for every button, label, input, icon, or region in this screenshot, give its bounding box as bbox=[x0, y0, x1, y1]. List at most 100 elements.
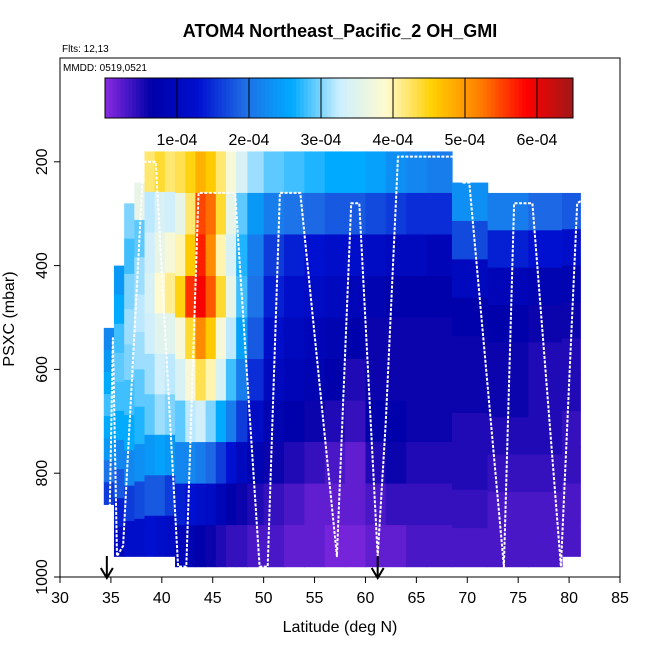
heatmap-cell bbox=[154, 434, 166, 476]
colorbar-segment bbox=[307, 78, 313, 118]
colorbar-segment bbox=[467, 78, 473, 118]
heatmap-cell bbox=[324, 400, 346, 443]
heatmap-cell bbox=[134, 332, 146, 370]
colorbar-tick-label: 1e-04 bbox=[157, 132, 198, 149]
colorbar-segment bbox=[241, 78, 246, 118]
heatmap-cell bbox=[324, 192, 346, 236]
heatmap-cell bbox=[406, 483, 428, 526]
heatmap-cell bbox=[426, 525, 453, 568]
heatmap-cell bbox=[452, 413, 489, 453]
colorbar-segment bbox=[124, 78, 129, 118]
colorbar-segment bbox=[545, 78, 551, 118]
heatmap-cell bbox=[284, 483, 305, 526]
heatmap-cell bbox=[134, 219, 146, 258]
heatmap-cell bbox=[195, 275, 207, 319]
colorbar-segment bbox=[179, 78, 184, 118]
colorbar-segment bbox=[190, 78, 196, 118]
heatmap-cell bbox=[134, 182, 146, 221]
colorbar-segment bbox=[284, 78, 289, 118]
colorbar-segment bbox=[339, 78, 344, 118]
heatmap-cell bbox=[113, 527, 125, 557]
colorbar-segment bbox=[350, 78, 356, 118]
colorbar-frame bbox=[104, 77, 574, 119]
heatmap-cell bbox=[215, 151, 227, 194]
colorbar-segment bbox=[218, 78, 223, 118]
heatmap-cell bbox=[263, 442, 285, 485]
heatmap-cell bbox=[426, 151, 453, 194]
heatmap-cell bbox=[103, 460, 115, 483]
heatmap-cell bbox=[528, 267, 563, 306]
heatmap-cell bbox=[124, 309, 135, 346]
heatmap-cell bbox=[304, 275, 326, 319]
heatmap-cell bbox=[452, 259, 489, 299]
heatmap-cell bbox=[561, 192, 581, 230]
heatmap-cell bbox=[324, 275, 346, 319]
colorbar-segment bbox=[483, 78, 488, 118]
heatmap-cell bbox=[175, 442, 186, 485]
x-axis-label: Latitude (deg N) bbox=[283, 619, 398, 636]
heatmap-cell bbox=[365, 359, 387, 402]
heatmap-cell bbox=[175, 525, 186, 568]
colorbar-segment bbox=[417, 78, 422, 118]
colorbar-segment bbox=[331, 78, 336, 118]
x-tick-label: 35 bbox=[102, 590, 120, 607]
heatmap-cell bbox=[247, 359, 265, 402]
colorbar-segment bbox=[198, 78, 203, 118]
colorbar-segment bbox=[105, 78, 110, 118]
heatmap-cell bbox=[284, 400, 305, 443]
flights-note: Flts: 12,13 bbox=[62, 44, 109, 55]
colorbar-segment bbox=[116, 78, 122, 118]
colorbar-segment bbox=[409, 78, 414, 118]
heatmap-cell bbox=[144, 232, 156, 274]
heatmap-cell bbox=[144, 191, 156, 233]
heatmap-cell bbox=[345, 400, 367, 443]
heatmap-cell bbox=[103, 416, 115, 439]
heatmap-cell bbox=[406, 442, 428, 485]
colorbar-segment bbox=[428, 78, 434, 118]
heatmap-cell bbox=[426, 275, 453, 319]
heatmap-cell bbox=[406, 400, 428, 443]
colorbar-segment bbox=[378, 78, 383, 118]
heatmap-cell bbox=[144, 151, 156, 193]
colorbar-segment bbox=[206, 78, 211, 118]
heatmap-cell bbox=[452, 528, 489, 568]
heatmap-cell bbox=[185, 483, 197, 526]
heatmap-cell bbox=[124, 379, 135, 416]
colorbar-segment bbox=[159, 78, 164, 118]
heatmap-cell bbox=[247, 234, 265, 277]
heatmap-cell bbox=[345, 275, 367, 319]
colorbar-segment bbox=[366, 78, 371, 118]
colorbar-tick-label: 3e-04 bbox=[301, 132, 342, 149]
heatmap-cell bbox=[124, 520, 135, 557]
colorbar-segment bbox=[444, 78, 449, 118]
heatmap-cell bbox=[452, 451, 489, 491]
heatmap-cell bbox=[452, 336, 489, 376]
heatmap-cell bbox=[406, 525, 428, 568]
heatmap-cell bbox=[185, 275, 197, 319]
heatmap-cell bbox=[284, 525, 305, 568]
heatmap-cell bbox=[164, 151, 176, 193]
heatmap-cell bbox=[113, 439, 125, 470]
colorbar-segment bbox=[502, 78, 508, 118]
colorbar-segment bbox=[253, 78, 258, 118]
heatmap-cell bbox=[247, 317, 265, 360]
heatmap-cell bbox=[365, 192, 387, 236]
colorbar-segment bbox=[553, 78, 558, 118]
colorbar-segment bbox=[401, 78, 406, 118]
colorbar-segment bbox=[569, 78, 574, 118]
x-tick-label: 55 bbox=[306, 590, 324, 607]
colorbar-segment bbox=[272, 78, 278, 118]
colorbar-segment bbox=[495, 78, 500, 118]
heatmap-cell bbox=[345, 317, 367, 360]
colorbar-segment bbox=[194, 78, 200, 118]
heatmap-cell bbox=[452, 220, 489, 260]
heatmap-cell bbox=[324, 151, 346, 194]
colorbar-segment bbox=[561, 78, 566, 118]
chart-title: ATOM4 Northeast_Pacific_2 OH_GMI bbox=[183, 21, 497, 41]
colorbar-segment bbox=[264, 78, 270, 118]
heatmap-cell bbox=[225, 483, 237, 526]
colorbar-segment bbox=[448, 78, 453, 118]
heatmap-cell bbox=[345, 483, 367, 526]
heatmap-cell bbox=[236, 400, 248, 443]
colorbar: 1e-04 2e-04 3e-04 4e-04 5e-04 6e-04 bbox=[104, 77, 574, 149]
